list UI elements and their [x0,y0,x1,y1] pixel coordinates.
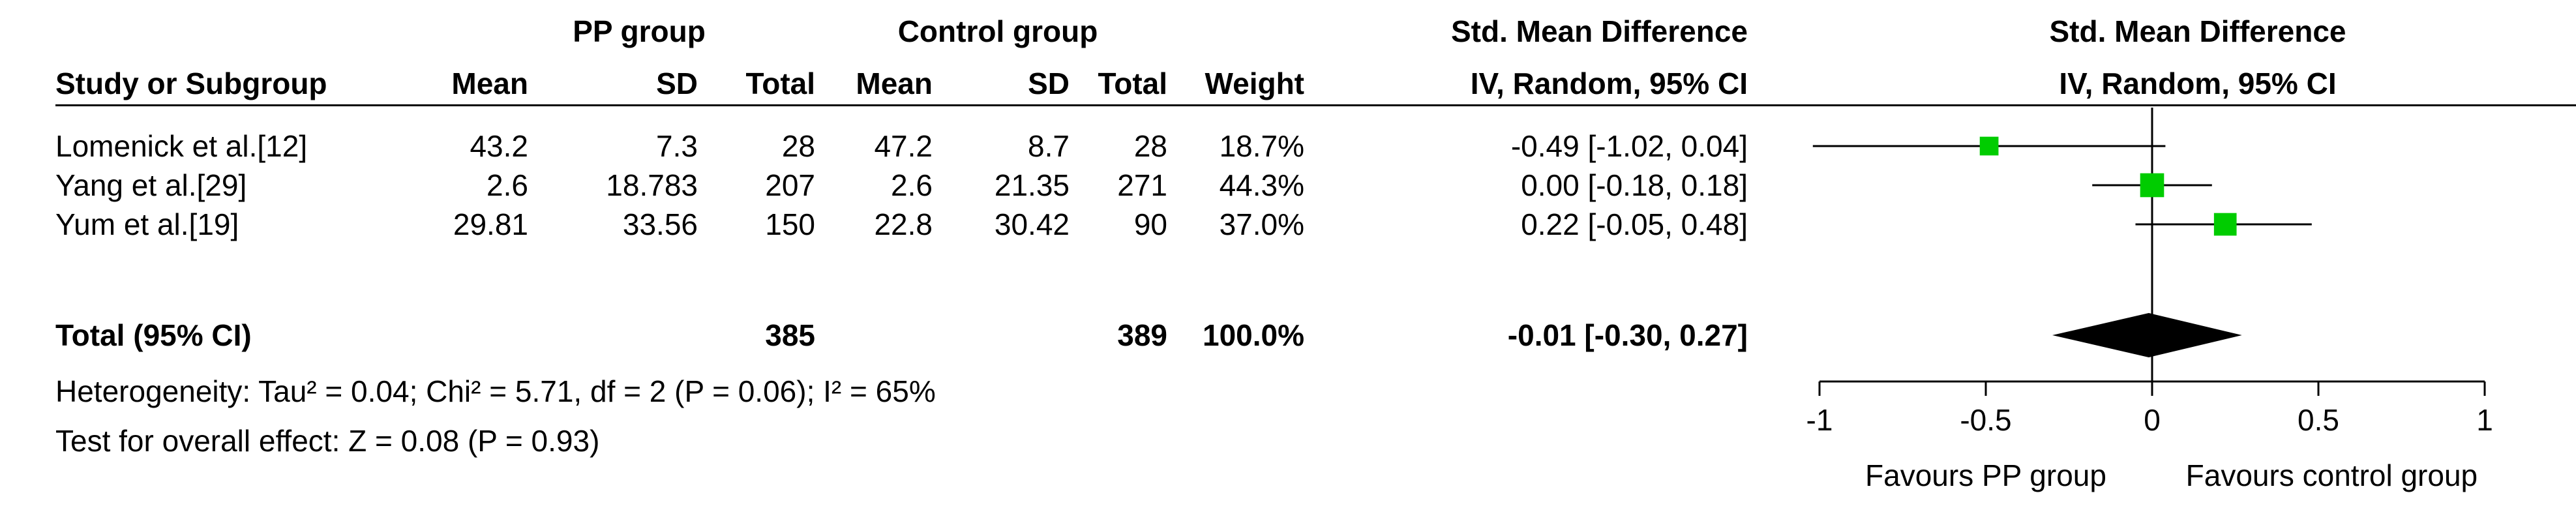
study-point-marker [1979,136,1999,156]
study-sd2: 8.7 [1028,129,1070,163]
study-name: Yang et al.[29] [55,168,247,202]
total-n2: 389 [1117,318,1167,352]
favours-left-label: Favours PP group [1865,458,2106,492]
col-sd2: SD [1028,67,1070,100]
header-rule [55,104,2576,106]
study-point-marker [2213,213,2237,236]
study-weight: 37.0% [1219,207,1304,241]
total-n1: 385 [765,318,815,352]
col-study: Study or Subgroup [55,67,327,100]
study-total1: 28 [781,129,815,163]
study-total1: 150 [765,207,815,241]
control-group-header: Control group [897,14,1098,48]
x-tick-label: -0.5 [1960,403,2011,437]
col-total2: Total [1098,67,1167,100]
col-mean1: Mean [451,67,528,100]
study-total2: 28 [1133,129,1167,163]
favours-right-label: Favours control group [2186,458,2478,492]
study-mean2: 47.2 [874,129,933,163]
study-total2: 271 [1117,168,1167,202]
study-ci: 0.22 [-0.05, 0.48] [1521,207,1748,241]
study-total1: 207 [765,168,815,202]
pooled-diamond [2052,313,2242,357]
smd-header: Std. Mean Difference [1451,14,1748,48]
smd-subheader: IV, Random, 95% CI [1470,67,1748,100]
total-label: Total (95% CI) [55,318,252,352]
x-tick-label: 1 [2476,403,2493,437]
study-point-marker [2140,173,2164,198]
overall-effect-text: Test for overall effect: Z = 0.08 (P = 0… [55,424,600,458]
study-sd1: 33.56 [622,207,698,241]
study-total2: 90 [1133,207,1167,241]
plot-title: Std. Mean Difference [2049,14,2346,48]
study-weight: 44.3% [1219,168,1304,202]
study-sd1: 7.3 [656,129,698,163]
study-name: Lomenick et al.[12] [55,129,308,163]
x-tick-label: 0 [2144,403,2161,437]
study-sd2: 21.35 [994,168,1070,202]
total-ci: -0.01 [-0.30, 0.27] [1507,318,1748,352]
col-weight: Weight [1205,67,1304,100]
x-tick-label: -1 [1806,403,1833,437]
study-mean1: 43.2 [470,129,528,163]
col-sd1: SD [656,67,698,100]
study-mean1: 29.81 [453,207,528,241]
plot-subtitle: IV, Random, 95% CI [2059,67,2337,100]
total-weight: 100.0% [1202,318,1304,352]
study-ci: 0.00 [-0.18, 0.18] [1521,168,1748,202]
study-mean1: 2.6 [487,168,528,202]
study-sd2: 30.42 [994,207,1070,241]
study-sd1: 18.783 [606,168,698,202]
col-total1: Total [745,67,815,100]
heterogeneity-text: Heterogeneity: Tau² = 0.04; Chi² = 5.71,… [55,374,936,408]
col-mean2: Mean [856,67,933,100]
study-mean2: 22.8 [874,207,933,241]
study-mean2: 2.6 [891,168,933,202]
study-weight: 18.7% [1219,129,1304,163]
study-ci: -0.49 [-1.02, 0.04] [1510,129,1748,163]
pp-group-header: PP group [573,14,706,48]
study-name: Yum et al.[19] [55,207,239,241]
x-tick-label: 0.5 [2298,403,2339,437]
